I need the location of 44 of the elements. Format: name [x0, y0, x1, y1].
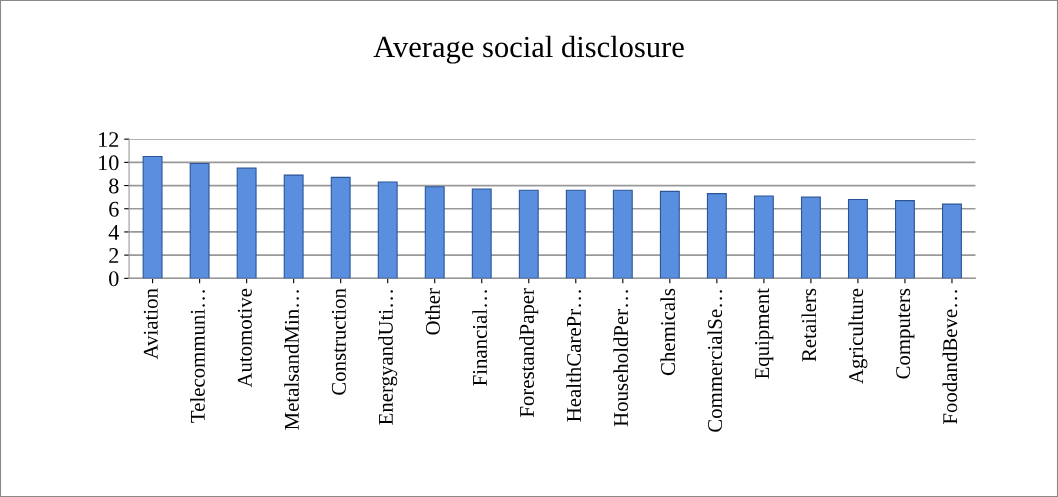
x-tick-label: Telecommuni… — [190, 290, 205, 423]
bar — [283, 174, 304, 279]
bar — [471, 188, 492, 279]
y-tick-label: 6 — [109, 201, 119, 217]
x-tick-label: FoodandBeve… — [942, 290, 958, 424]
x-tick-label: Construction — [331, 288, 346, 395]
x-tick-label: Aviation — [143, 288, 158, 360]
x-tick-label: Computers — [896, 288, 915, 379]
x-tick-label: MetalsandMin… — [284, 290, 299, 430]
y-tick-label: 10 — [99, 155, 119, 171]
x-tick-label: Retailers — [801, 288, 817, 362]
chart-title: Average social disclosure — [373, 35, 684, 64]
bar — [236, 167, 257, 279]
x-tick-label: Other — [425, 288, 440, 335]
x-tick-label: Chemicals — [660, 288, 676, 376]
x-tick-label: HouseholdPer… — [613, 290, 629, 427]
bar — [800, 196, 821, 279]
bar — [659, 190, 680, 279]
bar — [753, 195, 774, 279]
bar — [377, 181, 398, 279]
x-tick-label: HealthCarePr… — [566, 290, 582, 422]
bar — [942, 203, 962, 279]
x-tick-label: Automotive — [237, 288, 252, 388]
y-tick-label: 8 — [109, 178, 119, 194]
x-tick-label: ForestandPaper — [519, 288, 539, 418]
x-tick-label: EnergyandUti… — [378, 290, 398, 425]
bar — [894, 200, 915, 279]
y-tick-label: 2 — [109, 248, 119, 263]
bar — [142, 156, 163, 279]
x-tick-label: Agriculture — [848, 288, 868, 384]
x-tick-label: Equipment — [755, 288, 774, 379]
y-tick-label: 4 — [108, 225, 120, 240]
bar — [612, 189, 633, 279]
x-tick-label: Financial… — [472, 290, 488, 386]
bar — [518, 189, 539, 279]
x-tick-label: CommercialSe… — [707, 290, 723, 432]
bar — [847, 198, 868, 279]
bar — [565, 189, 586, 279]
bar — [189, 162, 210, 279]
bar — [330, 176, 351, 279]
bar — [424, 186, 445, 279]
bar — [706, 193, 727, 279]
y-tick-label: 12 — [99, 132, 119, 147]
y-tick-label: 0 — [109, 271, 119, 287]
